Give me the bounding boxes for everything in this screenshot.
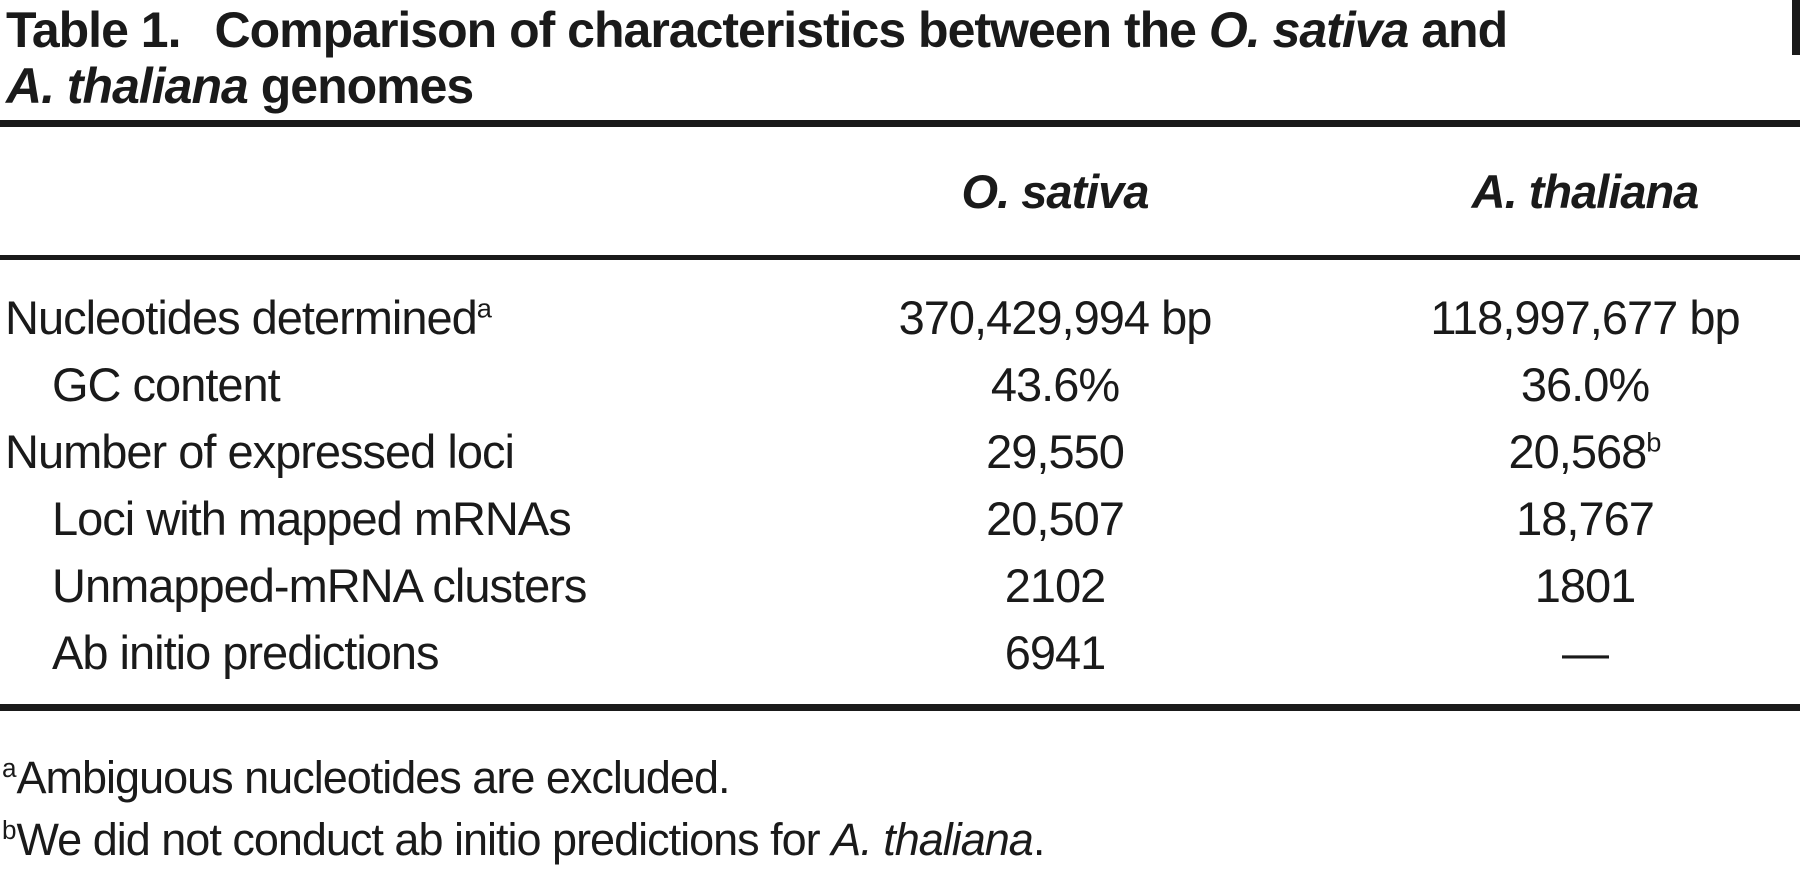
species-name-a-thaliana: A. thaliana (6, 58, 249, 114)
page-edge-mark (1792, 0, 1800, 55)
footnote-marker-b-ref: b (1646, 426, 1662, 458)
table-number: Table 1. (6, 2, 181, 58)
caption-text-3: genomes (247, 58, 475, 114)
footnote-a-text: Ambiguous nucleotides are excluded. (16, 752, 731, 803)
a-thaliana-value: — (1370, 619, 1800, 686)
table-caption-line-2: A. thaliana genomes (6, 58, 1800, 114)
value-text: 370,429,994 bp (898, 291, 1213, 344)
footnotes: aAmbiguous nucleotides are excluded. bWe… (0, 711, 1800, 871)
row-label: Nucleotides determineda (0, 284, 740, 351)
row-label-text: Number of expressed loci (5, 425, 515, 478)
o-sativa-value: 20,507 (740, 485, 1370, 552)
o-sativa-value: 370,429,994 bp (740, 284, 1370, 351)
a-thaliana-value: 36.0% (1370, 351, 1800, 418)
value-text: 2102 (1004, 559, 1107, 612)
column-header-a-thaliana: A. thaliana (1471, 164, 1700, 218)
value-text: 1801 (1534, 559, 1637, 612)
value-text: 36.0% (1520, 358, 1650, 411)
footnote-b-text: We did not conduct ab initio predictions… (16, 814, 832, 865)
row-label-text: Ab initio predictions (52, 626, 440, 679)
o-sativa-value: 29,550 (740, 418, 1370, 485)
top-rule (0, 120, 1800, 127)
em-dash-no-data: — (1562, 626, 1609, 679)
footnote-b-italic-species: A. thaliana (831, 814, 1034, 865)
row-label-text: GC content (52, 358, 281, 411)
table-header-row: O. sativa A. thaliana (0, 127, 1800, 255)
o-sativa-value: 43.6% (740, 351, 1370, 418)
o-sativa-value: 2102 (740, 552, 1370, 619)
table-row-ab-initio-predictions: Ab initio predictions 6941 — (0, 619, 1800, 686)
footnote-marker-a-ref: a (476, 292, 492, 324)
table-row-nucleotides-determined: Nucleotides determineda 370,429,994 bp 1… (0, 284, 1800, 351)
value-text: 20,507 (986, 492, 1125, 545)
value-text: 6941 (1004, 626, 1107, 679)
value-text: 43.6% (990, 358, 1120, 411)
row-label-text: Unmapped-mRNA clusters (52, 559, 587, 612)
caption-text-2: and (1408, 2, 1508, 58)
a-thaliana-value: 20,568b (1370, 418, 1800, 485)
table-row-number-of-expressed-loci: Number of expressed loci 29,550 20,568b (0, 418, 1800, 485)
value-text: 118,997,677 bp (1430, 291, 1740, 344)
table-row-loci-with-mapped-mrnas: Loci with mapped mRNAs 20,507 18,767 (0, 485, 1800, 552)
caption-text-1: Comparison of characteristics between th… (214, 2, 1209, 58)
footnote-a-marker: a (2, 753, 17, 783)
row-label-text: Loci with mapped mRNAs (52, 492, 572, 545)
header-rule (0, 255, 1800, 260)
o-sativa-value: 6941 (740, 619, 1370, 686)
row-label-text: Nucleotides determined (5, 291, 478, 344)
value-text: 20,568 (1508, 425, 1648, 478)
footnote-b: bWe did not conduct ab initio prediction… (2, 809, 1800, 871)
row-label: Number of expressed loci (0, 418, 740, 485)
footnote-b-marker: b (2, 815, 17, 845)
value-text: 18,767 (1516, 492, 1655, 545)
bottom-rule (0, 704, 1800, 711)
species-name-o-sativa: O. sativa (1208, 2, 1409, 58)
a-thaliana-value: 1801 (1370, 552, 1800, 619)
table-caption-line-1: Table 1. Comparison of characteristics be… (6, 2, 1800, 58)
table-row-unmapped-mrna-clusters: Unmapped-mRNA clusters 2102 1801 (0, 552, 1800, 619)
footnote-a: aAmbiguous nucleotides are excluded. (2, 747, 1800, 809)
row-label: GC content (0, 351, 740, 418)
a-thaliana-value: 18,767 (1370, 485, 1800, 552)
row-label: Loci with mapped mRNAs (0, 485, 740, 552)
row-label: Unmapped-mRNA clusters (0, 552, 740, 619)
table-caption: Table 1. Comparison of characteristics be… (0, 0, 1800, 114)
table-row-gc-content: GC content 43.6% 36.0% (0, 351, 1800, 418)
footnote-b-suffix: . (1032, 814, 1045, 865)
row-label: Ab initio predictions (0, 619, 740, 686)
value-text: 29,550 (986, 425, 1125, 478)
a-thaliana-value: 118,997,677 bp (1370, 284, 1800, 351)
table-body: Nucleotides determineda 370,429,994 bp 1… (0, 260, 1800, 704)
column-header-o-sativa: O. sativa (961, 164, 1150, 218)
